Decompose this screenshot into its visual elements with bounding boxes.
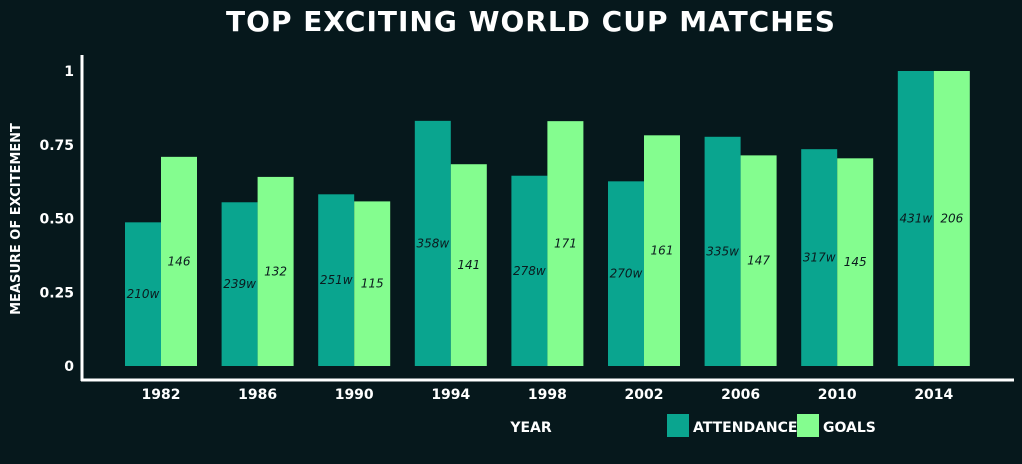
bar-attendance <box>897 71 934 366</box>
bar-goals <box>450 164 487 366</box>
data-label-attendance: 431w <box>899 212 932 226</box>
bar-attendance <box>511 175 548 366</box>
x-axis-ticks: 1982 1986 1990 1994 1998 2002 2006 2010 2014 <box>142 387 954 403</box>
data-label-goals: 206 <box>940 212 963 226</box>
data-label-attendance: 251w <box>320 273 353 287</box>
data-label-goals: 141 <box>457 258 480 272</box>
bar-attendance <box>414 120 451 366</box>
legend-swatch-attendance <box>667 414 689 437</box>
legend: ATTENDANCE GOALS <box>667 414 876 437</box>
x-tick-label: 1982 <box>142 387 181 403</box>
data-label-goals: 115 <box>361 277 384 291</box>
y-tick-label: 0.75 <box>39 138 74 154</box>
data-label-goals: 147 <box>747 254 770 268</box>
data-label-attendance: 278w <box>513 264 546 278</box>
bar-attendance <box>221 202 258 366</box>
bar-goals <box>161 156 197 366</box>
y-tick-label: 0 <box>64 359 74 375</box>
bar-goals <box>547 121 584 367</box>
data-label-attendance: 210w <box>127 287 160 301</box>
y-tick-label: 0.50 <box>39 212 74 228</box>
x-tick-label: 2006 <box>721 387 760 403</box>
data-label-attendance: 270w <box>610 267 643 281</box>
bar-attendance <box>608 181 644 366</box>
x-tick-label: 1986 <box>238 387 277 403</box>
y-axis-label: MEASURE OF EXCITEMENT <box>9 123 24 315</box>
data-label-attendance: 317w <box>803 251 836 265</box>
data-label-attendance: 335w <box>706 244 739 258</box>
bar-goals <box>644 135 680 366</box>
data-label-goals: 161 <box>651 244 674 258</box>
y-tick-label: 0.25 <box>39 285 74 301</box>
x-tick-label: 2002 <box>625 387 664 403</box>
chart-title: TOP EXCITING WORLD CUP MATCHES <box>226 5 836 38</box>
x-tick-label: 1990 <box>335 387 374 403</box>
bar-goals <box>933 71 970 366</box>
bar-attendance <box>125 222 161 366</box>
legend-label-attendance: ATTENDANCE <box>693 420 797 436</box>
legend-swatch-goals <box>797 414 819 437</box>
data-label-attendance: 358w <box>416 236 449 250</box>
bar-goals <box>740 155 777 366</box>
data-label-goals: 171 <box>554 237 577 251</box>
x-tick-label: 2014 <box>914 387 953 403</box>
bar-labels-group: 210w 239w 251w 358w 278w 270w 335w 317w 431w 146 1… <box>127 212 964 302</box>
legend-label-goals: GOALS <box>823 420 876 436</box>
bar-attendance <box>318 194 355 366</box>
data-label-goals: 132 <box>264 264 287 278</box>
x-tick-label: 2010 <box>818 387 857 403</box>
data-label-goals: 146 <box>168 254 191 268</box>
bar-attendance <box>801 149 838 366</box>
bars-group <box>125 71 970 367</box>
data-label-attendance: 239w <box>223 277 256 291</box>
x-tick-label: 1994 <box>431 387 470 403</box>
y-tick-label: 1 <box>64 64 74 80</box>
bar-goals <box>257 176 294 366</box>
x-axis-label: YEAR <box>509 420 552 436</box>
bar-goals <box>354 201 391 366</box>
y-axis-ticks: 0 0.25 0.50 0.75 1 <box>39 64 74 375</box>
data-label-goals: 145 <box>844 255 867 269</box>
x-tick-label: 1998 <box>528 387 567 403</box>
bar-goals <box>837 158 874 366</box>
bar-attendance <box>704 136 741 366</box>
